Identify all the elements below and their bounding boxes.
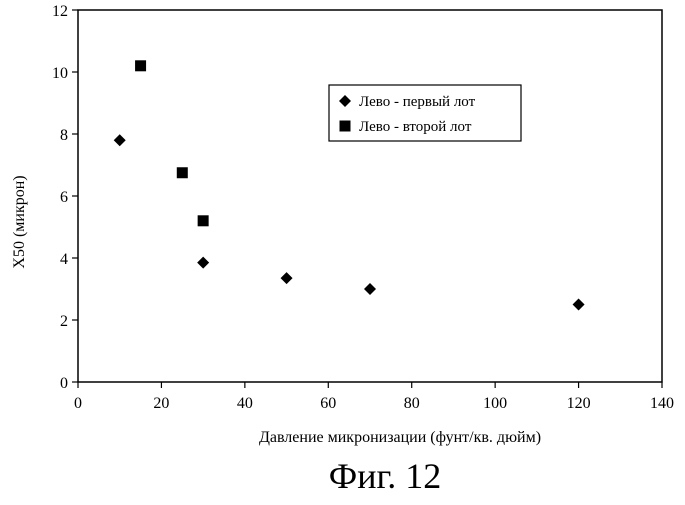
y-tick-label: 2 (60, 313, 68, 330)
diamond-data-point (573, 299, 585, 311)
y-tick-label: 8 (60, 127, 68, 144)
x-tick-label: 120 (567, 395, 591, 412)
x-tick-label: 40 (237, 395, 253, 412)
square-data-point (135, 60, 146, 71)
x-tick-label: 100 (483, 395, 507, 412)
y-tick-label: 0 (60, 375, 68, 392)
x-tick-label: 140 (650, 395, 674, 412)
legend-marker (340, 121, 351, 132)
figure-caption: Фиг. 12 (329, 456, 441, 496)
plot-area-frame (78, 10, 662, 382)
y-axis-title: X50 (микрон) (11, 175, 28, 268)
y-tick-label: 6 (60, 189, 68, 206)
x-axis-title: Давление микронизации (фунт/кв. дюйм) (259, 429, 541, 446)
legend-label: Лево - второй лот (359, 119, 472, 135)
diamond-data-point (197, 257, 209, 269)
diamond-data-point (364, 283, 376, 295)
x-tick-label: 80 (404, 395, 420, 412)
y-tick-label: 10 (52, 65, 68, 82)
x-tick-label: 20 (153, 395, 169, 412)
y-tick-label: 12 (52, 3, 68, 20)
y-tick-label: 4 (60, 251, 68, 268)
legend: Лево - первый лот Лево - второй лот (329, 85, 521, 141)
x-tick-label: 60 (320, 395, 336, 412)
diamond-data-point (281, 272, 293, 284)
square-data-point (198, 215, 209, 226)
diamond-data-point (114, 134, 126, 146)
axes (78, 10, 662, 382)
legend-label: Лево - первый лот (359, 94, 476, 110)
x-tick-label: 0 (74, 395, 82, 412)
square-data-point (177, 167, 188, 178)
